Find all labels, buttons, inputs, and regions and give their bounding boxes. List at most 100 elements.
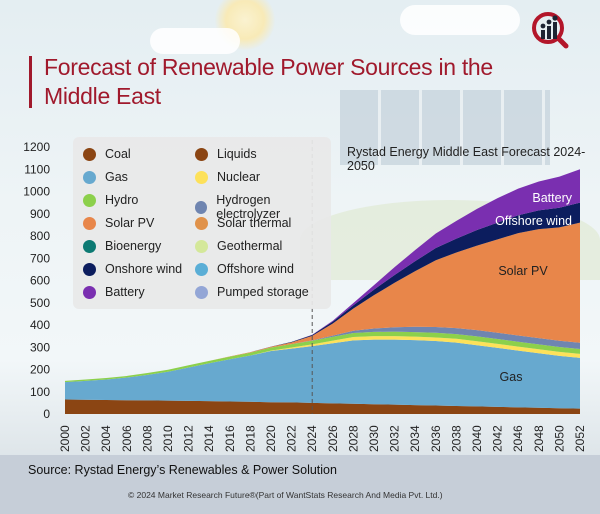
page-title: Forecast of Renewable Power Sources in t… <box>44 54 493 109</box>
x-tick-label: 2030 <box>367 425 381 452</box>
legend-label: Solar thermal <box>217 216 292 230</box>
legend-label: Hydro <box>105 193 139 207</box>
area-label: Gas <box>500 370 523 384</box>
legend-swatch-icon <box>195 200 208 214</box>
legend-swatch-icon <box>195 170 208 184</box>
area-onshore-wind <box>65 202 580 381</box>
legend-label: Coal <box>105 147 131 161</box>
title-accent-bar <box>29 56 32 108</box>
x-tick-label: 2018 <box>243 425 257 452</box>
legend-item: Geothermal <box>195 239 282 253</box>
area-label: Offshore wind <box>495 214 572 228</box>
legend-swatch-icon <box>195 239 208 253</box>
legend-swatch-icon <box>195 285 208 299</box>
solar-panel-illustration <box>340 90 550 165</box>
legend-item: Pumped storage <box>195 285 309 299</box>
x-tick-label: 2032 <box>388 425 402 452</box>
x-tick-label: 2050 <box>552 425 566 452</box>
cloud-illustration <box>150 28 240 54</box>
x-tick-label: 2012 <box>182 425 196 452</box>
x-tick-label: 2042 <box>491 425 505 452</box>
legend-swatch-icon <box>83 193 96 207</box>
x-tick-label: 2034 <box>408 425 422 452</box>
legend-swatch-icon <box>83 147 96 161</box>
legend-label: Hydrogen electrolyzer <box>216 193 281 221</box>
cloud-illustration <box>400 5 520 35</box>
y-tick-label: 200 <box>30 363 50 377</box>
source-note: Source: Rystad Energy’s Renewables & Pow… <box>28 463 337 477</box>
area-solar-pv <box>65 222 580 381</box>
x-tick-label: 2022 <box>285 425 299 452</box>
legend-item: Coal <box>83 147 131 161</box>
legend-swatch-icon <box>195 216 208 230</box>
legend-item: Onshore wind <box>83 262 182 276</box>
legend-label: Gas <box>105 170 128 184</box>
y-tick-label: 700 <box>30 251 50 265</box>
y-tick-label: 300 <box>30 340 50 354</box>
legend-item: Solar PV <box>83 216 154 230</box>
y-tick-label: 500 <box>30 296 50 310</box>
x-tick-label: 2040 <box>470 425 484 452</box>
legend-label: Solar PV <box>105 216 155 230</box>
y-tick-label: 100 <box>30 385 50 399</box>
legend-swatch-icon <box>83 239 96 253</box>
legend-item: Liquids <box>195 147 257 161</box>
x-tick-label: 2000 <box>58 425 72 452</box>
legend-item: Offshore wind <box>195 262 294 276</box>
area-gas <box>65 339 580 409</box>
x-tick-label: 2026 <box>326 425 340 452</box>
legend-item: Bioenergy <box>83 239 161 253</box>
x-tick-label: 2046 <box>511 425 525 452</box>
x-tick-label: 2016 <box>223 425 237 452</box>
legend-label: Nuclear <box>217 170 261 184</box>
legend-swatch-icon <box>83 285 96 299</box>
area-hydro <box>65 331 580 383</box>
legend-label: Battery <box>105 285 145 299</box>
chart-legend: Coal Liquids Gas Nuclear Hydro Hydrogen elect… <box>73 137 331 309</box>
legend-label: Liquids <box>217 147 257 161</box>
x-tick-label: 2028 <box>346 425 360 452</box>
area-coal <box>65 399 580 414</box>
x-tick-label: 2038 <box>449 425 463 452</box>
legend-label: Bioenergy <box>105 239 162 253</box>
y-tick-label: 900 <box>30 207 50 221</box>
y-tick-label: 1000 <box>23 185 50 199</box>
x-tick-label: 2014 <box>202 425 216 452</box>
x-tick-label: 2004 <box>99 425 113 452</box>
y-tick-label: 600 <box>30 274 50 288</box>
area-battery <box>65 169 580 381</box>
y-tick-label: 1100 <box>24 162 50 176</box>
x-tick-label: 2010 <box>161 425 175 452</box>
chart-subtitle: Rystad Energy Middle East Forecast 2024-… <box>347 145 586 173</box>
y-tick-label: 0 <box>43 407 50 421</box>
legend-item: Hydro <box>83 193 138 207</box>
x-tick-label: 2002 <box>79 425 93 452</box>
x-tick-label: 2006 <box>120 425 134 452</box>
x-tick-label: 2048 <box>532 425 546 452</box>
footer-background <box>0 455 600 514</box>
legend-label: Onshore wind <box>105 262 183 276</box>
legend-swatch-icon <box>83 170 96 184</box>
copyright-note: © 2024 Market Research Future®(Part of W… <box>128 490 443 500</box>
x-tick-label: 2020 <box>264 425 278 452</box>
legend-swatch-icon <box>195 262 208 276</box>
legend-item: Nuclear <box>195 170 260 184</box>
legend-label: Offshore wind <box>217 262 294 276</box>
legend-swatch-icon <box>195 147 208 161</box>
legend-swatch-icon <box>83 262 96 276</box>
legend-item: Battery <box>83 285 145 299</box>
y-tick-label: 800 <box>30 229 50 243</box>
y-tick-label: 400 <box>30 318 50 332</box>
x-tick-label: 2024 <box>305 425 319 452</box>
legend-item: Solar thermal <box>195 216 291 230</box>
area-label: Battery <box>532 191 572 205</box>
area-label: Solar PV <box>498 264 548 278</box>
y-tick-label: 1200 <box>23 140 50 154</box>
legend-label: Geothermal <box>217 239 283 253</box>
x-tick-label: 2008 <box>140 425 154 452</box>
x-tick-label: 2052 <box>573 425 587 452</box>
legend-swatch-icon <box>83 216 96 230</box>
x-tick-label: 2036 <box>429 425 443 452</box>
legend-item: Gas <box>83 170 128 184</box>
